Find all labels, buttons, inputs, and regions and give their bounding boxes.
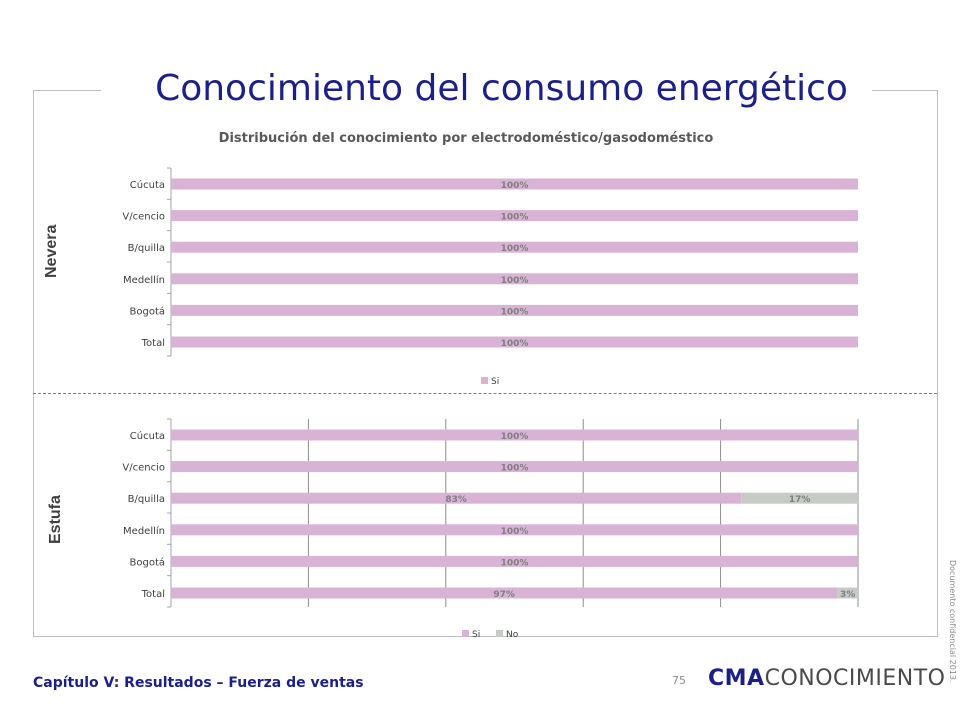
logo-bold: CMA xyxy=(708,666,765,691)
bar-si xyxy=(171,429,858,441)
bar-no xyxy=(837,587,858,599)
bar-si xyxy=(171,336,858,348)
data-label: 100% xyxy=(501,464,529,474)
category-label: Medellín xyxy=(123,274,165,286)
section-divider xyxy=(33,393,937,394)
frame-top-left xyxy=(33,90,101,91)
frame-bottom xyxy=(33,636,938,637)
category-label: Bogotá xyxy=(130,305,166,317)
chart-title: Distribución del conocimiento por electr… xyxy=(218,131,714,146)
frame-right xyxy=(937,90,938,637)
bar-si xyxy=(171,273,858,285)
category-label: B/quilla xyxy=(128,243,165,254)
data-label: 83% xyxy=(445,495,467,505)
category-label: V/cencio xyxy=(122,463,165,474)
data-label: 100% xyxy=(501,307,529,317)
frame-top-right xyxy=(872,90,938,91)
data-label: 97% xyxy=(493,590,515,600)
legend-label-no: No xyxy=(506,630,519,640)
bar-si xyxy=(171,492,742,504)
bar-si xyxy=(171,461,858,473)
data-label: 17% xyxy=(789,495,811,505)
data-label: 100% xyxy=(501,213,529,223)
bar-si xyxy=(171,555,858,567)
category-label: Bogotá xyxy=(130,556,166,568)
data-label: 100% xyxy=(501,181,529,191)
legend-swatch-si xyxy=(462,630,469,637)
category-label: Total xyxy=(141,338,165,349)
data-label: 100% xyxy=(501,432,529,442)
footer-chapter: Capítulo V: Resultados – Fuerza de venta… xyxy=(33,675,364,691)
category-label: Total xyxy=(141,589,165,600)
category-label: V/cencio xyxy=(122,212,165,223)
category-label: Cúcuta xyxy=(130,430,165,442)
company-logo: CMACONOCIMIENTO xyxy=(708,666,945,691)
chart-nevera: Cúcuta 100% V/cencio 100% B/quilla 100% Medell… xyxy=(122,167,858,387)
data-label: 100% xyxy=(501,558,529,568)
category-label: Cúcuta xyxy=(130,179,165,191)
slide-title: Conocimiento del consumo energético xyxy=(155,68,848,109)
data-label: 100% xyxy=(501,276,529,286)
page-number: 75 xyxy=(672,674,686,687)
confidential-note: Documento confidencial 2013. xyxy=(948,560,957,683)
bar-si xyxy=(171,178,858,190)
data-label: 100% xyxy=(501,527,529,537)
bar-no xyxy=(741,492,858,504)
data-label: 100% xyxy=(501,244,529,254)
bar-si xyxy=(171,524,858,536)
legend-swatch-si xyxy=(481,377,488,384)
logo-rest: CONOCIMIENTO xyxy=(764,666,946,691)
legend-label-si: Si xyxy=(491,377,499,387)
legend-swatch-no xyxy=(496,630,503,637)
category-label: Medellín xyxy=(123,525,165,537)
legend-label-si: Si xyxy=(472,630,480,640)
bar-si xyxy=(171,241,858,253)
bar-si xyxy=(171,587,838,599)
data-label: 100% xyxy=(501,339,529,349)
bar-si xyxy=(171,304,858,316)
category-label: B/quilla xyxy=(128,494,165,505)
bar-si xyxy=(171,210,858,222)
frame-left xyxy=(33,90,34,637)
data-label: 3% xyxy=(840,590,855,600)
